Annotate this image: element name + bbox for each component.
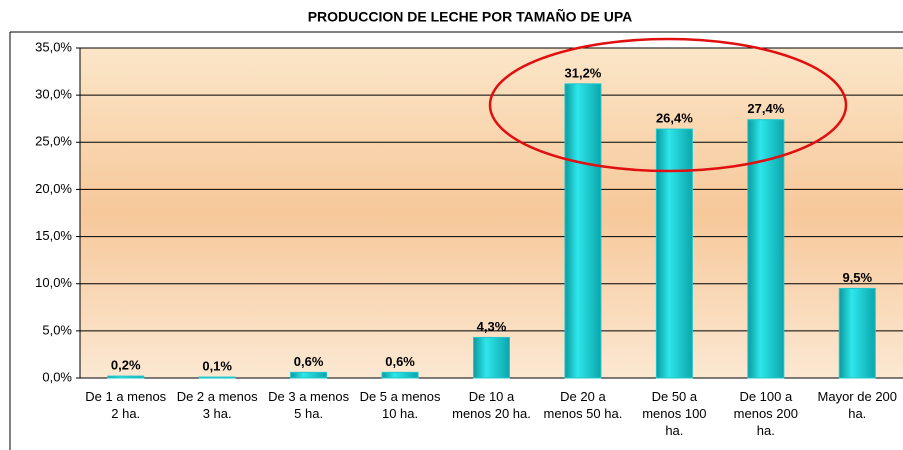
bar: [198, 376, 236, 379]
bar: [290, 371, 328, 379]
bar: [381, 371, 419, 379]
y-tick-label: 35,0%: [35, 39, 72, 54]
x-tick-label: De 5 a menos 10 ha.: [359, 389, 441, 421]
chart-title: PRODUCCION DE LECHE POR TAMAÑO DE UPA: [308, 8, 633, 25]
value-label: 26,4%: [656, 111, 693, 126]
x-tick-label: Mayor de 200 ha.: [817, 389, 898, 421]
value-label: 0,6%: [385, 354, 415, 369]
y-tick-label: 25,0%: [35, 134, 72, 149]
y-tick-label: 30,0%: [35, 87, 72, 102]
value-label: 0,6%: [294, 354, 324, 369]
bar: [747, 119, 785, 379]
value-label: 4,3%: [477, 319, 507, 334]
value-label: 27,4%: [747, 101, 784, 116]
value-label: 0,1%: [202, 358, 232, 373]
highlight-ellipse: [488, 37, 848, 173]
y-tick-label: 0,0%: [42, 369, 72, 384]
y-tick-label: 15,0%: [35, 228, 72, 243]
y-tick-label: 20,0%: [35, 181, 72, 196]
bar: [473, 336, 510, 379]
bar: [107, 375, 145, 379]
bar: [838, 287, 876, 379]
value-label: 31,2%: [565, 65, 602, 80]
y-tick-label: 5,0%: [42, 322, 72, 337]
y-tick-label: 10,0%: [35, 275, 72, 290]
x-tick-label: De 1 a menos 2 ha.: [85, 389, 167, 421]
x-tick-label: De 3 a menos 5 ha.: [268, 389, 350, 421]
x-tick-label: De 10 a menos 20 ha.: [452, 389, 531, 421]
bar: [655, 128, 693, 379]
bar: [564, 83, 602, 379]
x-tick-label: De 50 a menos 100 ha.: [642, 389, 707, 438]
value-label: 9,5%: [842, 270, 872, 285]
x-tick-label: De 100 a menos 200 ha.: [733, 389, 798, 438]
x-tick-label: De 2 a menos 3 ha.: [176, 389, 258, 421]
x-tick-label: De 20 a menos 50 ha.: [543, 389, 623, 421]
value-label: 0,2%: [111, 358, 141, 373]
